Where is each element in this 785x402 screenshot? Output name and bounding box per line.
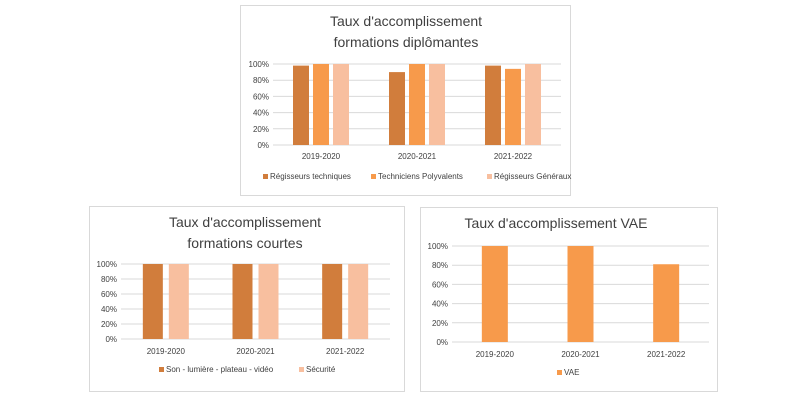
- x-tick-label: 2021-2022: [647, 350, 686, 359]
- bar: [313, 64, 329, 145]
- x-tick-label: 2019-2020: [476, 350, 515, 359]
- y-tick-label: 60%: [432, 280, 448, 289]
- y-tick-label: 40%: [432, 300, 448, 309]
- y-tick-label: 60%: [253, 92, 269, 101]
- y-tick-label: 20%: [253, 125, 269, 134]
- y-tick-label: 100%: [428, 242, 448, 251]
- bar: [567, 246, 594, 342]
- x-tick-label: 2019-2020: [147, 347, 186, 356]
- y-tick-label: 20%: [101, 320, 117, 329]
- y-tick-label: 60%: [101, 290, 117, 299]
- bar: [322, 264, 343, 339]
- x-tick-label: 2021-2022: [326, 347, 365, 356]
- bar: [142, 264, 163, 339]
- legend-swatch: [557, 370, 562, 375]
- bar: [409, 64, 425, 145]
- bar: [389, 72, 405, 145]
- chart-title-line: formations courtes: [187, 235, 302, 251]
- legend-swatch: [487, 174, 492, 179]
- bar: [168, 264, 189, 339]
- y-tick-label: 80%: [253, 76, 269, 85]
- chart-vae: Taux d'accomplissement VAE 0% 20% 40% 60% 80%…: [420, 207, 718, 392]
- y-tick-label: 80%: [432, 261, 448, 270]
- y-tick-label: 0%: [105, 335, 117, 344]
- chart-title-line: Taux d'accomplissement VAE: [465, 215, 648, 231]
- legend-label: VAE: [564, 368, 579, 377]
- x-tick-label: 2020-2021: [398, 152, 437, 161]
- chart-diplomantes-svg: Taux d'accomplissement formations diplôma…: [249, 13, 572, 181]
- legend-label: Son - lumière - plateau - vidéo: [166, 365, 274, 374]
- x-tick-label: 2020-2021: [561, 350, 600, 359]
- bar: [525, 64, 541, 145]
- bar: [653, 264, 680, 342]
- bar: [485, 65, 501, 145]
- legend-swatch: [299, 367, 304, 372]
- bar: [293, 65, 309, 145]
- y-tick-label: 100%: [249, 60, 269, 69]
- legend-swatch: [263, 174, 268, 179]
- legend-swatch: [159, 367, 164, 372]
- x-tick-label: 2021-2022: [494, 152, 533, 161]
- y-tick-label: 100%: [97, 260, 117, 269]
- chart-courtes-svg: Taux d'accomplissement formations courtes…: [97, 214, 390, 374]
- legend-label: Régisseurs techniques: [270, 172, 351, 181]
- chart-title-line: Taux d'accomplissement: [330, 13, 482, 29]
- chart-vae-svg: Taux d'accomplissement VAE 0% 20% 40% 60% 80%…: [428, 215, 709, 377]
- x-tick-label: 2020-2021: [236, 347, 275, 356]
- x-tick-label: 2019-2020: [302, 152, 341, 161]
- bar: [429, 64, 445, 145]
- y-tick-label: 40%: [253, 109, 269, 118]
- bar: [348, 264, 369, 339]
- chart-diplomantes: Taux d'accomplissement formations diplôma…: [240, 5, 571, 196]
- y-tick-label: 20%: [432, 319, 448, 328]
- legend-label: Régisseurs Généraux: [494, 172, 571, 181]
- y-tick-label: 40%: [101, 305, 117, 314]
- y-tick-label: 80%: [101, 275, 117, 284]
- chart-title-line: Taux d'accomplissement: [169, 214, 321, 230]
- y-tick-label: 0%: [436, 338, 448, 347]
- bar: [258, 264, 279, 339]
- legend-swatch: [371, 174, 376, 179]
- bar: [505, 68, 521, 145]
- bar: [481, 246, 508, 342]
- chart-title-line: formations diplômantes: [334, 34, 479, 50]
- bar: [333, 64, 349, 145]
- chart-courtes: Taux d'accomplissement formations courtes…: [89, 206, 405, 392]
- legend-label: Sécurité: [306, 365, 336, 374]
- y-tick-label: 0%: [257, 141, 269, 150]
- bar: [232, 264, 253, 339]
- legend-label: Techniciens Polyvalents: [378, 172, 463, 181]
